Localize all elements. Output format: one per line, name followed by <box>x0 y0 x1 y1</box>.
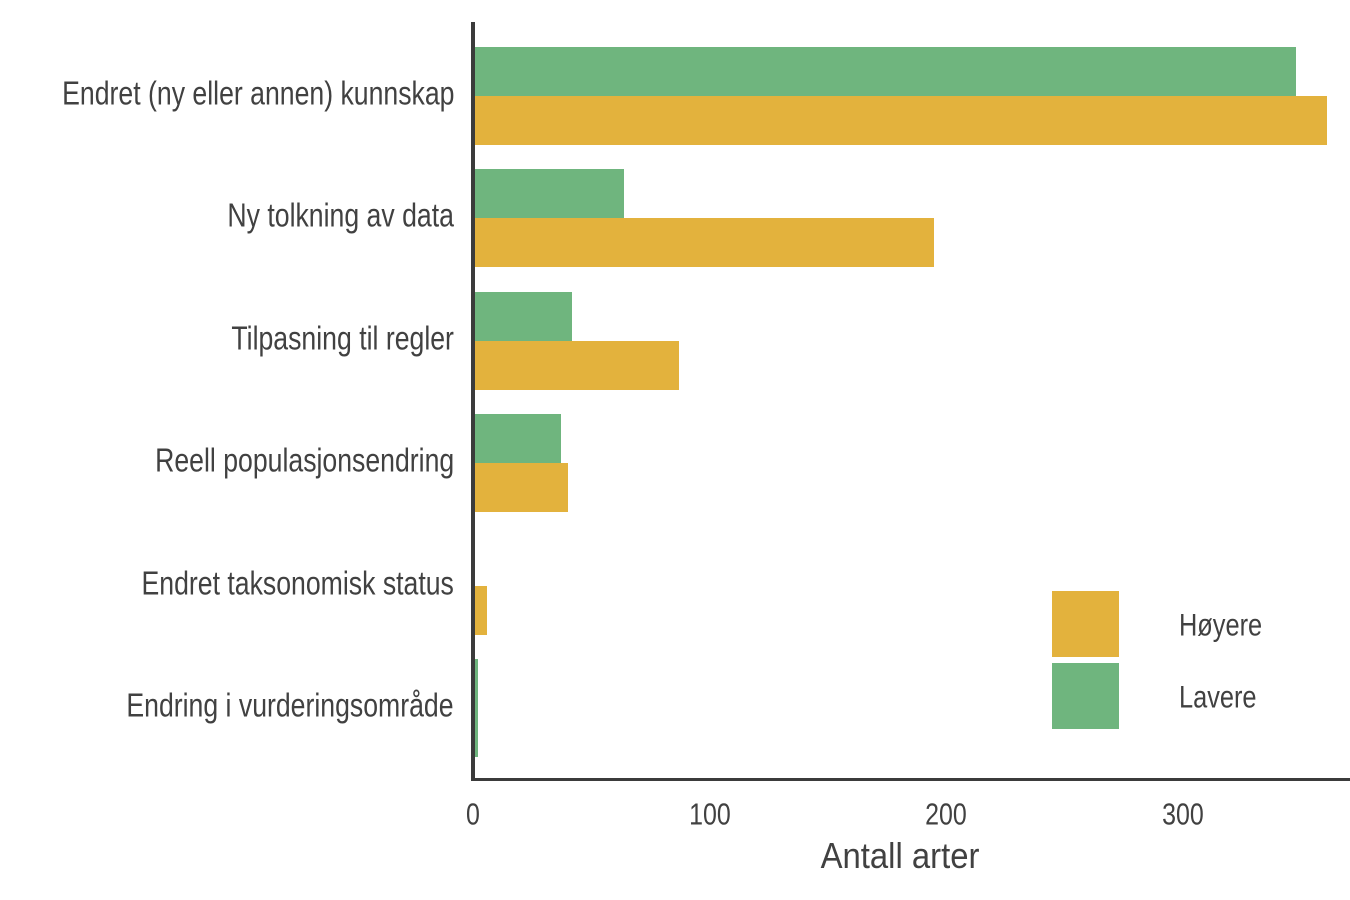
bar-lavere-0 <box>473 46 1297 96</box>
x-axis-line <box>471 777 1350 782</box>
x-tick-label-200: 200 <box>925 796 967 831</box>
bar-høyere-0 <box>473 95 1327 145</box>
legend-label-hoyere: Høyere <box>1179 606 1263 643</box>
bar-høyere-3 <box>473 463 568 513</box>
x-tick-label-300: 300 <box>1161 796 1204 831</box>
x-axis-title: Antall arter <box>820 834 980 876</box>
legend-label-lavere: Lavere <box>1179 678 1257 715</box>
bar-lavere-5 <box>473 659 478 758</box>
x-tick-label-0: 0 <box>466 796 480 831</box>
bar-lavere-2 <box>473 291 573 341</box>
legend-swatch-hoyere <box>1052 591 1119 657</box>
y-axis-line <box>471 21 475 782</box>
category-label-1: Ny tolkning av data <box>227 197 454 235</box>
x-tick-label-100: 100 <box>688 796 731 831</box>
legend-swatch-lavere <box>1052 662 1119 729</box>
bar-høyere-4 <box>473 585 488 635</box>
category-label-4: Endret taksonomisk status <box>141 565 454 603</box>
category-label-0: Endret (ny eller annen) kunnskap <box>61 75 454 113</box>
category-label-2: Tilpasning til regler <box>231 320 454 358</box>
category-label-3: Reell populasjonsendring <box>154 442 454 480</box>
bar-høyere-1 <box>473 218 935 268</box>
bar-lavere-1 <box>473 169 625 219</box>
category-label-5: Endring i vurderingsområde <box>126 687 454 725</box>
bar-høyere-2 <box>473 340 679 390</box>
bar-lavere-3 <box>473 414 561 464</box>
